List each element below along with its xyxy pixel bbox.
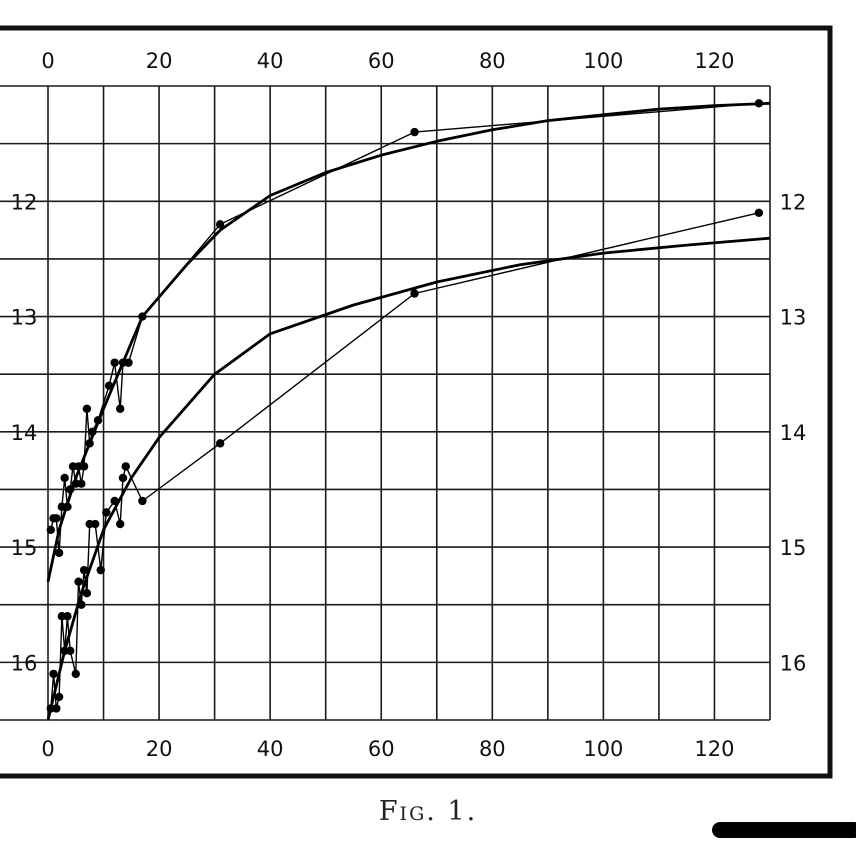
- observed-line-0: [50, 102, 759, 554]
- data-point: [63, 612, 72, 621]
- figure-caption: Fig. 1.: [378, 796, 478, 827]
- x-tick-label-bottom: 100: [583, 737, 623, 761]
- fitted-curve-3: [46, 236, 771, 721]
- x-tick-label-top: 120: [694, 49, 734, 73]
- y-tick-label-right: 13: [780, 306, 807, 330]
- x-tick-label-bottom: 120: [694, 737, 734, 761]
- data-point: [66, 646, 75, 656]
- data-point: [116, 404, 125, 413]
- x-tick-label-top: 100: [583, 49, 623, 73]
- tick-labels: 0 0 20 20 40 40 60 60 80 80 100 100 120 120 12 12 13 13 14…: [11, 49, 807, 761]
- data-point: [60, 473, 69, 483]
- data-point: [215, 439, 225, 448]
- data-point: [116, 519, 125, 529]
- y-tick-label-right: 16: [780, 651, 807, 675]
- data-point: [410, 289, 419, 298]
- y-tick-label-right: 14: [780, 421, 807, 445]
- data-point: [82, 404, 92, 413]
- observed-line-2: [50, 212, 760, 710]
- y-tick-label-left: 15: [11, 536, 38, 560]
- x-tick-label-top: 60: [368, 49, 395, 73]
- y-tick-label-left: 12: [11, 190, 38, 214]
- y-tick-label-left: 14: [11, 421, 38, 445]
- x-tick-label-bottom: 20: [146, 737, 173, 761]
- outer-frame: [0, 25, 833, 779]
- data-point: [54, 692, 64, 702]
- x-tick-label-bottom: 60: [368, 737, 395, 761]
- data-point: [754, 208, 764, 217]
- y-tick-label-right: 15: [780, 536, 807, 560]
- data-point: [74, 577, 83, 586]
- data-point: [49, 669, 58, 679]
- grid: [0, 85, 771, 721]
- data-point: [124, 358, 133, 367]
- fitted-curve-1: [46, 101, 771, 582]
- data-point: [52, 704, 61, 713]
- data-point: [77, 479, 86, 488]
- data-point: [54, 548, 64, 558]
- data-point: [215, 220, 225, 229]
- x-tick-label-top: 40: [257, 49, 284, 73]
- data-point: [82, 589, 92, 598]
- scrollbar[interactable]: [712, 822, 856, 838]
- x-tick-label-top: 20: [146, 49, 173, 73]
- data-point: [410, 127, 419, 137]
- y-tick-label-left: 16: [11, 651, 38, 675]
- x-tick-label-top: 0: [41, 49, 54, 73]
- data-point: [102, 508, 111, 517]
- data-point: [138, 496, 147, 506]
- data-point: [46, 525, 55, 534]
- x-tick-label-bottom: 80: [479, 737, 506, 761]
- plot-series: [46, 99, 771, 721]
- data-point: [121, 462, 130, 471]
- data-point: [110, 358, 119, 367]
- y-tick-label-right: 12: [780, 190, 807, 214]
- data-point: [79, 565, 89, 575]
- data-point: [118, 473, 128, 483]
- data-point: [91, 519, 100, 529]
- data-point: [71, 669, 80, 679]
- x-tick-label-top: 80: [479, 49, 506, 73]
- y-tick-label-left: 13: [11, 306, 38, 330]
- data-point: [52, 514, 61, 523]
- x-tick-label-bottom: 40: [257, 737, 284, 761]
- x-tick-label-bottom: 0: [41, 737, 54, 761]
- data-point: [96, 565, 105, 575]
